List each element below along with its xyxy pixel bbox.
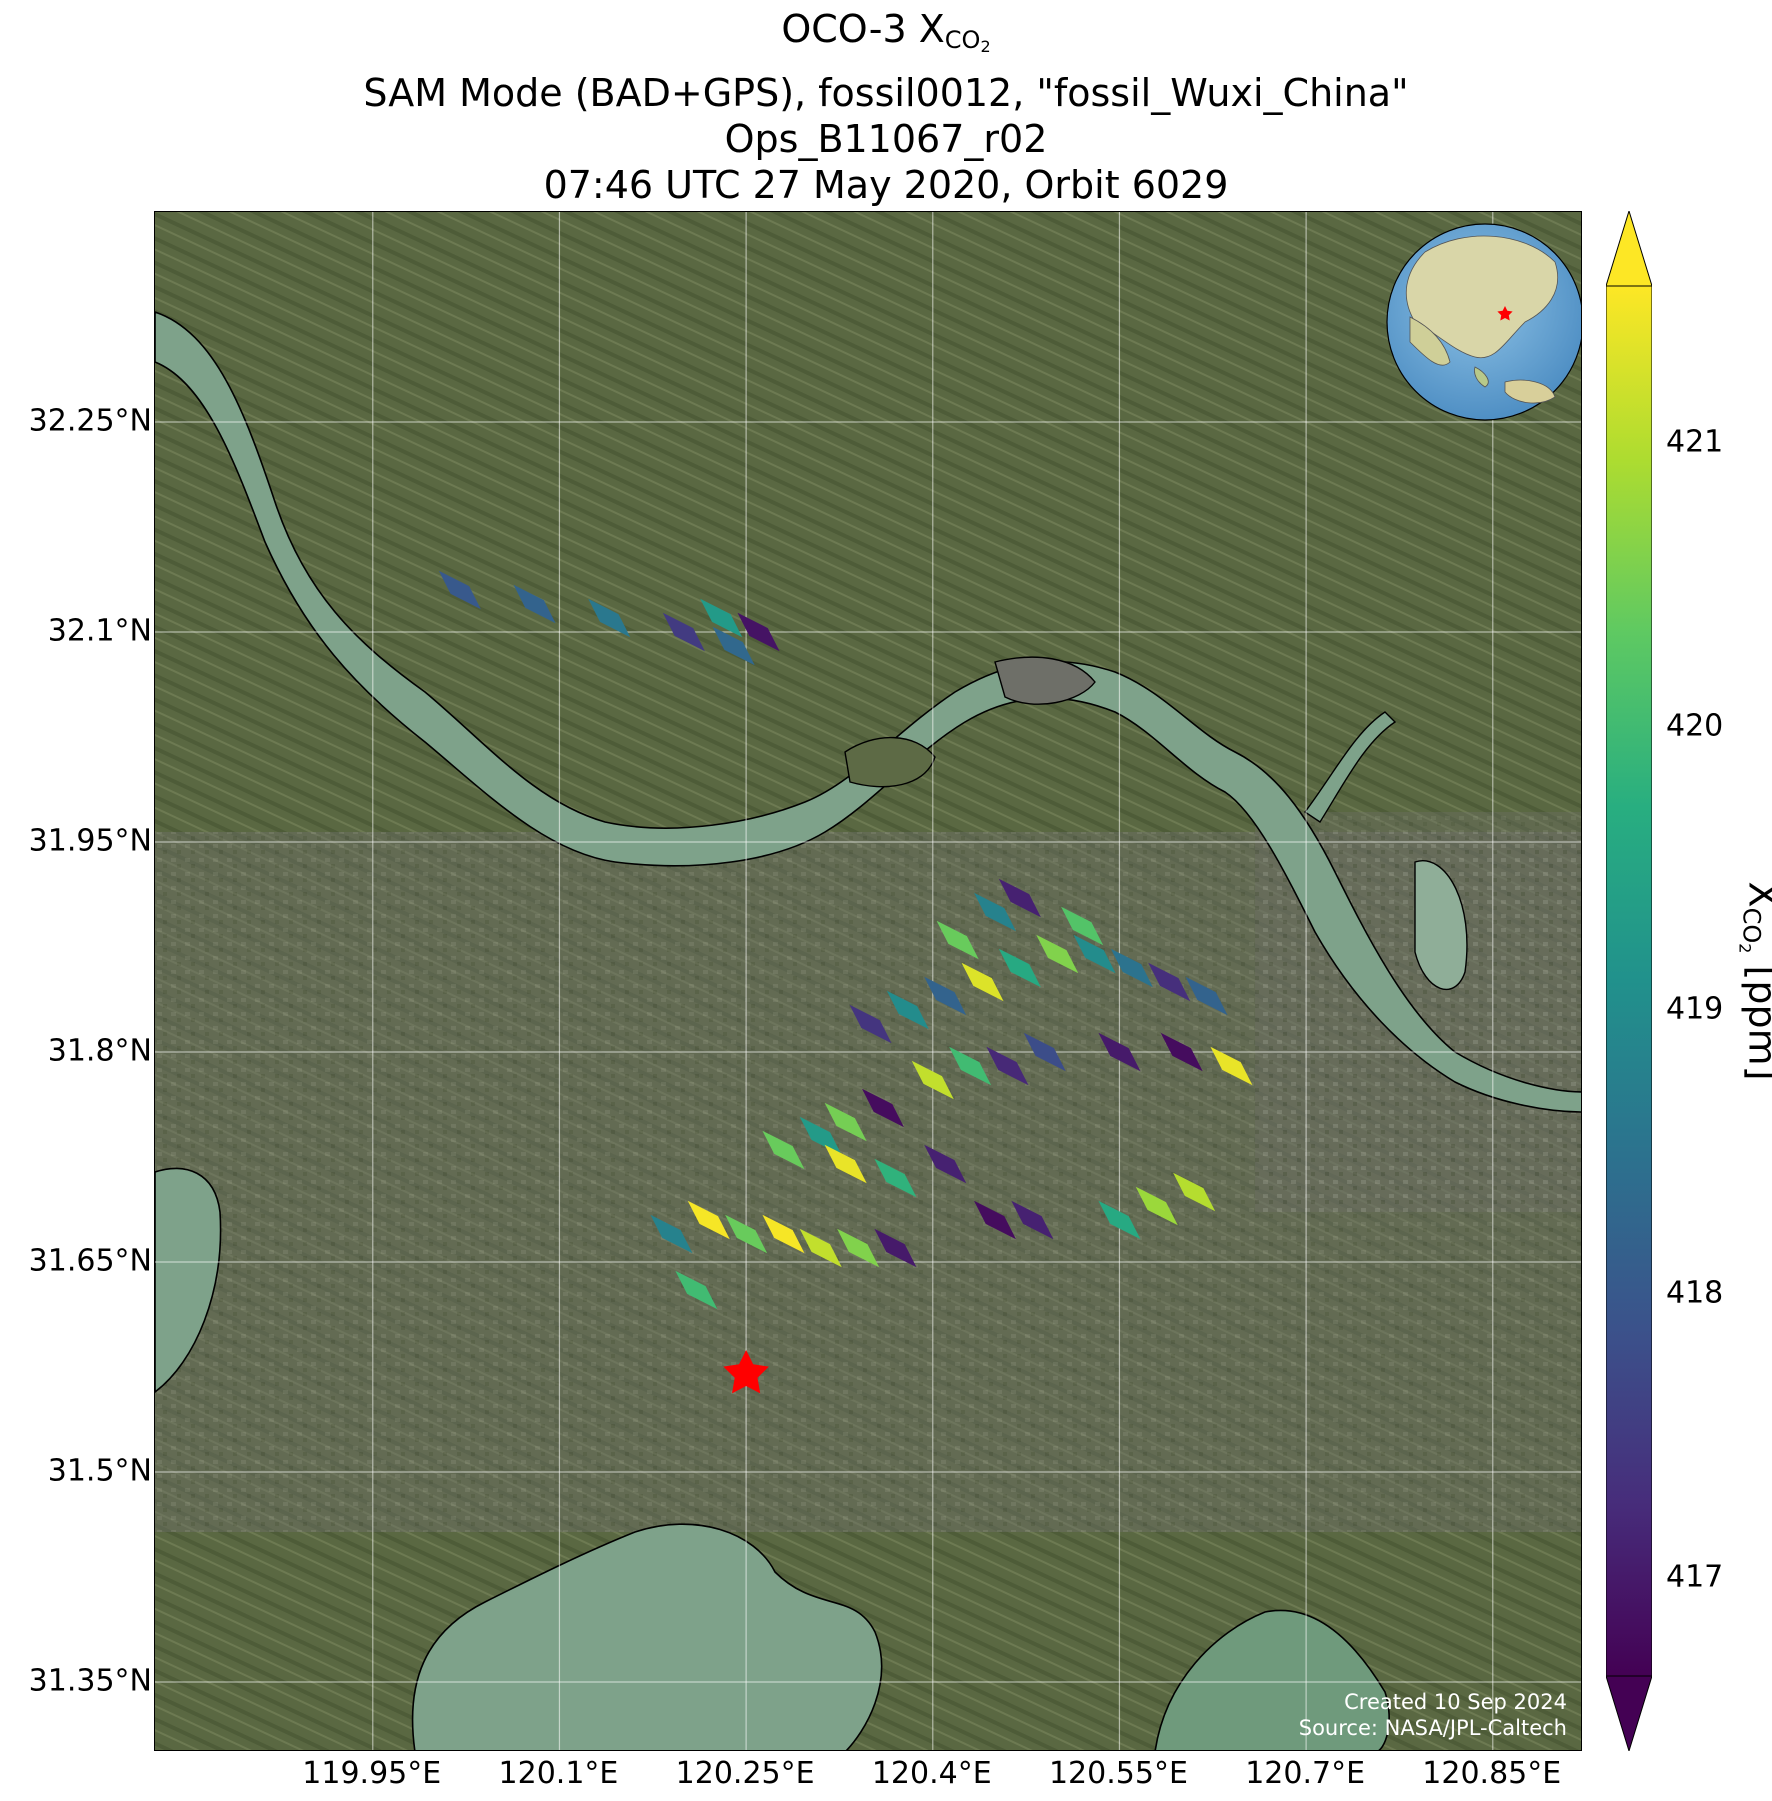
- xco2-footprint[interactable]: [998, 948, 1041, 988]
- xco2-footprint[interactable]: [1011, 1200, 1054, 1240]
- xco2-footprint[interactable]: [874, 1158, 917, 1198]
- east-lakes: [1154, 1609, 1390, 1750]
- colorbar-label: XCO2 [ppm]: [1735, 882, 1772, 1081]
- xco2-footprint[interactable]: [886, 990, 929, 1030]
- xco2-footprint[interactable]: [725, 1214, 768, 1254]
- xco2-footprint[interactable]: [513, 584, 556, 624]
- xco2-footprint[interactable]: [662, 612, 705, 652]
- xco2-footprint[interactable]: [924, 976, 967, 1016]
- xco2-footprint[interactable]: [1185, 976, 1228, 1016]
- xco2-footprint[interactable]: [799, 1228, 842, 1268]
- xco2-footprint[interactable]: [837, 1228, 880, 1268]
- port-island: [994, 656, 1096, 705]
- yangtze-river: [155, 311, 1581, 1113]
- xco2-footprint[interactable]: [824, 1102, 867, 1142]
- west-lake: [155, 1167, 222, 1394]
- island: [844, 736, 936, 788]
- xco2-footprint[interactable]: [1173, 1172, 1216, 1212]
- xco2-footprint[interactable]: [874, 1228, 917, 1268]
- xco2-footprint[interactable]: [438, 570, 481, 610]
- inset-globe: [1386, 223, 1581, 421]
- lat-tick-label: 31.8°N: [47, 1033, 152, 1069]
- title-line-1: OCO-3 XCO2: [781, 7, 991, 56]
- credit-source: Source: NASA/JPL-Caltech: [1298, 1716, 1567, 1740]
- credit-created: Created 10 Sep 2024: [1344, 1690, 1567, 1714]
- xco2-footprint[interactable]: [588, 598, 631, 638]
- taihu-lake: [411, 1523, 883, 1750]
- xco2-footprint[interactable]: [700, 598, 743, 638]
- lat-tick-label: 32.25°N: [28, 403, 152, 439]
- xco2-footprint[interactable]: [1061, 906, 1104, 946]
- xco2-footprint[interactable]: [974, 1200, 1016, 1240]
- map-canvas[interactable]: [155, 212, 1582, 1751]
- globe-star-icon: [1497, 306, 1513, 321]
- lat-tick-label: 31.5°N: [47, 1453, 152, 1489]
- map-panel[interactable]: [154, 211, 1582, 1751]
- xco2-footprint[interactable]: [911, 1060, 954, 1100]
- xco2-footprint[interactable]: [1098, 1032, 1141, 1072]
- colorbar-tick-label: 417: [1666, 1559, 1724, 1595]
- lon-tick-label: 119.95°E: [302, 1756, 442, 1791]
- xco2-footprint[interactable]: [936, 920, 979, 960]
- lat-tick-label: 32.1°N: [47, 613, 152, 649]
- xco2-footprint[interactable]: [1210, 1046, 1253, 1086]
- xco2-footprint[interactable]: [1098, 1200, 1141, 1240]
- colorbar-tick-label: 420: [1666, 708, 1724, 744]
- xco2-footprint[interactable]: [849, 1004, 892, 1044]
- lon-tick-label: 120.25°E: [675, 1756, 815, 1791]
- xco2-footprint[interactable]: [1148, 962, 1191, 1002]
- colorbar-extend-top: [1606, 211, 1652, 287]
- xco2-footprint[interactable]: [799, 1116, 842, 1156]
- estuary-island: [1414, 860, 1468, 991]
- lon-tick-label: 120.1°E: [498, 1756, 619, 1791]
- xco2-footprint[interactable]: [986, 1046, 1029, 1086]
- xco2-footprint[interactable]: [737, 612, 780, 652]
- river-branch: [1303, 711, 1397, 823]
- target-star-icon[interactable]: [723, 1350, 769, 1394]
- xco2-footprint[interactable]: [998, 878, 1041, 918]
- xco2-footprint[interactable]: [1073, 934, 1116, 974]
- xco2-footprint[interactable]: [675, 1270, 718, 1310]
- colorbar-extend-bottom: [1606, 1675, 1652, 1751]
- lon-tick-label: 120.4°E: [871, 1756, 992, 1791]
- colorbar-body: [1606, 285, 1652, 1677]
- xco2-footprint[interactable]: [1160, 1032, 1203, 1072]
- lat-tick-label: 31.95°N: [28, 823, 152, 859]
- xco2-footprint[interactable]: [650, 1214, 693, 1254]
- xco2-footprint[interactable]: [961, 962, 1004, 1002]
- colorbar: [1606, 211, 1652, 1751]
- lon-tick-label: 120.55°E: [1048, 1756, 1188, 1791]
- lat-tick-label: 31.35°N: [28, 1663, 152, 1699]
- xco2-footprint[interactable]: [712, 626, 755, 666]
- colorbar-tick-label: 419: [1666, 991, 1724, 1027]
- xco2-footprint[interactable]: [1110, 948, 1153, 988]
- xco2-footprint[interactable]: [1135, 1186, 1178, 1226]
- title-line-3: Ops_B11067_r02: [724, 117, 1048, 161]
- lon-tick-label: 120.7°E: [1245, 1756, 1366, 1791]
- xco2-footprint[interactable]: [949, 1046, 992, 1086]
- lat-tick-label: 31.65°N: [28, 1243, 152, 1279]
- title-line-2: SAM Mode (BAD+GPS), fossil0012, "fossil_…: [363, 71, 1409, 115]
- graticule: [155, 212, 1581, 1750]
- title-line-4: 07:46 UTC 27 May 2020, Orbit 6029: [543, 163, 1229, 207]
- xco2-footprint[interactable]: [762, 1214, 805, 1254]
- xco2-footprint[interactable]: [1036, 934, 1079, 974]
- figure-title: OCO-3 XCO2 SAM Mode (BAD+GPS), fossil001…: [0, 6, 1772, 208]
- colorbar-tick-label: 418: [1666, 1275, 1724, 1311]
- xco2-footprint[interactable]: [1023, 1032, 1066, 1072]
- xco2-soundings[interactable]: [438, 570, 1253, 1310]
- xco2-footprint[interactable]: [974, 892, 1016, 932]
- xco2-footprint[interactable]: [824, 1144, 867, 1184]
- xco2-footprint[interactable]: [687, 1200, 730, 1240]
- lon-tick-label: 120.85°E: [1422, 1756, 1562, 1791]
- xco2-footprint[interactable]: [924, 1144, 967, 1184]
- colorbar-tick-label: 421: [1666, 424, 1724, 460]
- xco2-footprint[interactable]: [762, 1130, 805, 1170]
- xco2-footprint[interactable]: [862, 1088, 904, 1128]
